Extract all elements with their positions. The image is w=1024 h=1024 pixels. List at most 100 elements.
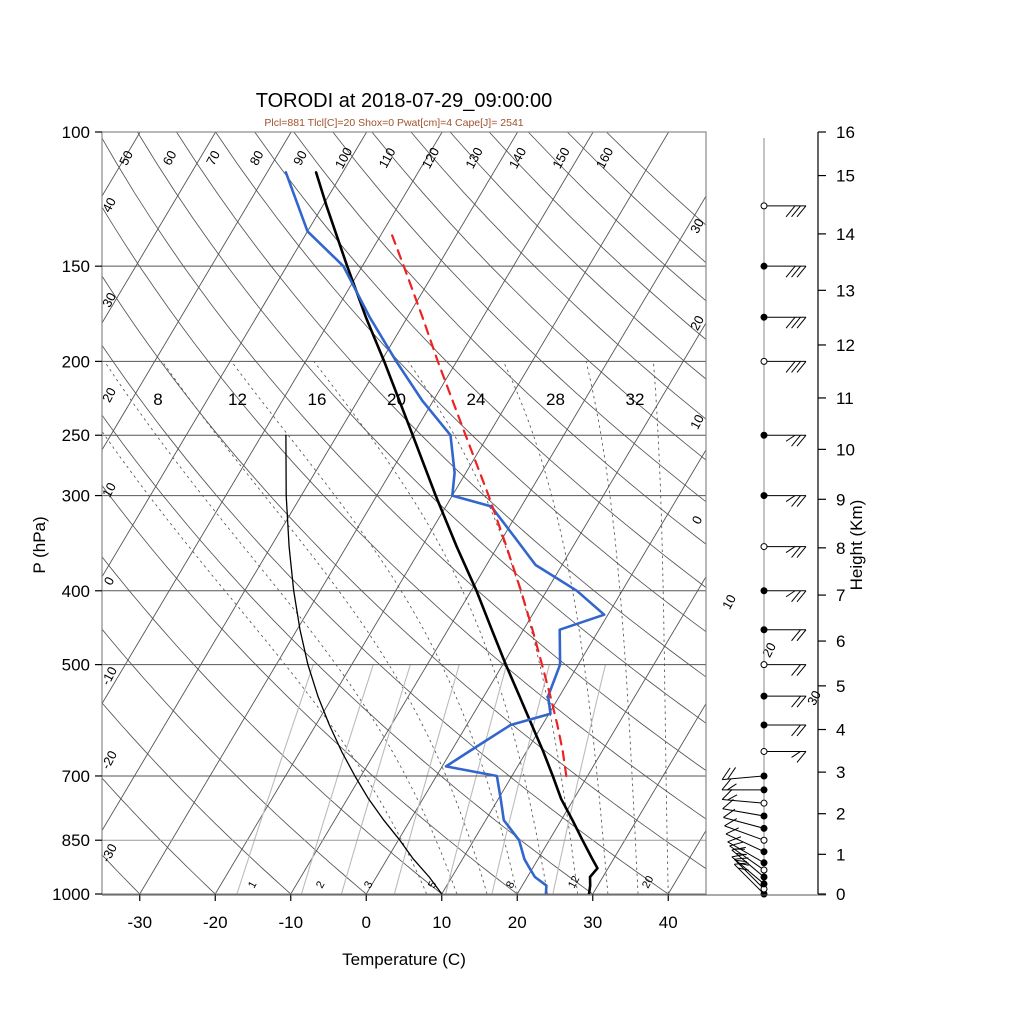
isotherm-left-label-0: 0: [101, 574, 118, 587]
height-tick-5: 5: [836, 677, 845, 696]
theta-label-70: 70: [203, 148, 223, 168]
mixing-ratio-label-5: 5: [426, 879, 439, 890]
height-tick-3: 3: [836, 763, 845, 782]
height-tick-12: 12: [836, 336, 855, 355]
wind-barb: [764, 316, 807, 329]
series-temperature: [314, 171, 599, 894]
page-title: TORODI at 2018-07-29_09:00:00: [256, 90, 552, 112]
theta-label-60: 60: [160, 148, 180, 168]
isotherm-outer-label-20: 20: [759, 640, 779, 660]
theta-label-140: 140: [506, 145, 529, 171]
temperature-tick-20: 20: [508, 913, 527, 932]
pressure-tick-1000: 1000: [52, 885, 90, 904]
height-tick-6: 6: [836, 632, 845, 651]
wind-barb-column: [721, 138, 807, 898]
wind-barb: [721, 778, 764, 791]
isotherm-left-label--30: -30: [98, 841, 120, 865]
temperature-tick--30: -30: [127, 913, 152, 932]
isotherm-left-label--20: -20: [98, 748, 120, 772]
isotherm-outer-label-10: 10: [719, 592, 739, 612]
temperature-tick-40: 40: [659, 913, 678, 932]
wind-barb: [764, 724, 807, 737]
temperature-tick-30: 30: [583, 913, 602, 932]
pressure-tick-500: 500: [62, 656, 90, 675]
wind-barb: [764, 664, 807, 676]
height-tick-15: 15: [836, 167, 855, 186]
wind-barb: [764, 205, 807, 218]
wind-barb: [764, 434, 807, 447]
theta-label-50: 50: [116, 148, 136, 168]
wind-barb: [727, 836, 765, 864]
wind-barb: [764, 360, 807, 373]
series-secondary-profile: [285, 434, 443, 894]
wind-barb: [764, 750, 807, 763]
grid-lines: [102, 132, 706, 894]
wind-barb: [722, 799, 765, 817]
height-tick-11: 11: [836, 389, 854, 408]
wind-barb: [764, 265, 807, 278]
isotherm-left-label-10: 10: [99, 480, 119, 500]
pressure-tick-300: 300: [62, 487, 90, 506]
theta-label-150: 150: [549, 145, 572, 171]
temperature-tick--10: -10: [278, 913, 303, 932]
temperature-tick-10: 10: [432, 913, 451, 932]
wind-barb: [721, 767, 765, 781]
mixing-ratio-label-8: 8: [504, 879, 517, 890]
height-tick-0: 0: [836, 885, 845, 904]
mid-label-32: 32: [626, 390, 645, 409]
height-tick-10: 10: [836, 440, 855, 459]
isotherm-left-label-20: 20: [99, 385, 119, 405]
theta-label-120: 120: [419, 145, 442, 171]
mid-label-8: 8: [153, 390, 162, 409]
series-dewpoint: [284, 171, 606, 894]
pressure-tick-400: 400: [62, 582, 90, 601]
isotherm-right-label-20: 20: [687, 313, 707, 333]
wind-barb: [724, 818, 765, 841]
mixing-ratio-label-12: 12: [566, 874, 582, 890]
plot-frame: [101, 131, 707, 895]
height-tick-7: 7: [836, 586, 845, 605]
theta-left-label-40: 40: [99, 195, 119, 215]
pressure-tick-700: 700: [62, 767, 90, 786]
isotherm-outer-label-30: 30: [804, 688, 824, 708]
pressure-tick-100: 100: [62, 123, 90, 142]
isotherm-left-label-30: 30: [99, 290, 119, 310]
height-tick-9: 9: [836, 490, 845, 509]
mixing-ratio-label-20: 20: [640, 874, 656, 890]
theta-label-100: 100: [332, 145, 355, 171]
temperature-tick--20: -20: [203, 913, 228, 932]
theta-label-80: 80: [247, 148, 267, 168]
y2-axis-label: Height (Km): [847, 500, 866, 591]
height-tick-13: 13: [836, 281, 855, 300]
pressure-tick-850: 850: [62, 831, 90, 850]
mid-label-12: 12: [228, 390, 247, 409]
wind-barb: [764, 590, 807, 603]
height-tick-14: 14: [836, 225, 855, 244]
theta-label-90: 90: [290, 148, 310, 168]
height-tick-16: 16: [836, 123, 855, 142]
isotherm-right-label-0: 0: [689, 513, 706, 526]
isotherm-right-label-10: 10: [687, 412, 707, 432]
pressure-tick-200: 200: [62, 352, 90, 371]
series-parcel-path: [389, 230, 568, 778]
height-tick-1: 1: [836, 845, 845, 864]
mixing-ratio-label-1: 1: [246, 879, 259, 890]
wind-barb: [764, 495, 807, 507]
sounding-indices: Plcl=881 Tlcl[C]=20 Shox=0 Pwat[cm]=4 Ca…: [264, 117, 523, 129]
theta-label-130: 130: [462, 145, 485, 171]
temperature-tick-0: 0: [362, 913, 371, 932]
wind-barb: [725, 827, 765, 853]
x-axis-label: Temperature (C): [342, 950, 466, 969]
height-tick-8: 8: [836, 539, 845, 558]
y-axis-label: P (hPa): [30, 516, 49, 573]
grid-labels: 50 60 70 80 90 100 110 120 130 140 150 160403020100…: [98, 145, 824, 891]
theta-label-160: 160: [593, 145, 616, 171]
mixing-ratio-label-3: 3: [362, 879, 375, 890]
mid-label-28: 28: [546, 390, 565, 409]
height-tick-4: 4: [836, 721, 845, 740]
wind-barb: [733, 862, 765, 895]
wind-barb: [764, 546, 807, 558]
